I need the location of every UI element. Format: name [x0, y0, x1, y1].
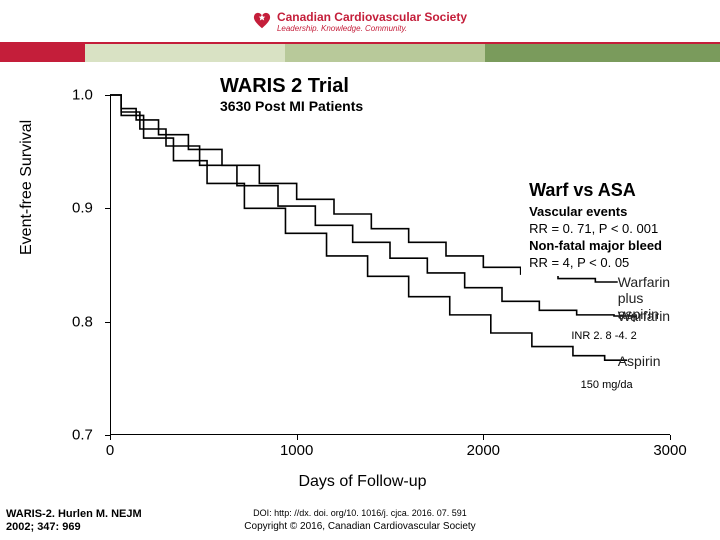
- x-tick-mark: [670, 435, 671, 440]
- x-tick-label: 2000: [467, 442, 500, 459]
- x-tick-label: 0: [106, 442, 114, 459]
- stripe-segment: [0, 44, 85, 62]
- header-bar: Canadian Cardiovascular Society Leadersh…: [0, 0, 720, 58]
- org-name: Canadian Cardiovascular Society: [277, 10, 467, 24]
- stats-line1-val: RR = 0. 71, P < 0. 001: [529, 221, 662, 238]
- x-axis-label: Days of Follow-up: [298, 473, 426, 491]
- x-tick-mark: [483, 435, 484, 440]
- stats-heading: Warf vs ASA: [529, 179, 662, 202]
- logo-area: Canadian Cardiovascular Society Leadersh…: [0, 0, 720, 42]
- series-label: Warfarin: [618, 308, 670, 324]
- y-tick-label: 0.8: [72, 313, 93, 330]
- plot-region: Warf vs ASA Vascular events RR = 0. 71, …: [110, 95, 670, 435]
- series-label: Aspirin: [618, 353, 661, 369]
- stripe-segment: [285, 44, 485, 62]
- x-tick-label: 3000: [653, 442, 686, 459]
- x-tick-mark: [110, 435, 111, 440]
- stats-line2-val: RR = 4, P < 0. 05: [529, 255, 662, 272]
- y-tick-label: 0.7: [72, 427, 93, 444]
- y-tick-mark: [105, 208, 110, 209]
- y-tick-label: 1.0: [72, 87, 93, 104]
- y-tick-mark: [105, 322, 110, 323]
- stats-line1-label: Vascular events: [529, 204, 662, 221]
- footer-citation: WARIS-2. Hurlen M. NEJM 2002; 347: 969: [6, 508, 142, 534]
- series-note: INR 2. 8 -4. 2: [567, 329, 640, 343]
- citation-line1: WARIS-2. Hurlen M. NEJM: [6, 508, 142, 520]
- footer-copyright: Copyright © 2016, Canadian Cardiovascula…: [244, 520, 475, 534]
- footer-center: DOI: http: //dx. doi. org/10. 1016/j. cj…: [244, 507, 475, 534]
- stripe-segment: [85, 44, 285, 62]
- chart-area: WARIS 2 Trial 3630 Post MI Patients Even…: [30, 75, 695, 485]
- x-tick-mark: [297, 435, 298, 440]
- org-tagline: Leadership. Knowledge. Community.: [277, 24, 467, 33]
- stats-line2-label: Non-fatal major bleed: [529, 238, 662, 255]
- logo-text-wrap: Canadian Cardiovascular Society Leadersh…: [277, 10, 467, 33]
- stats-box: Warf vs ASA Vascular events RR = 0. 71, …: [521, 175, 670, 276]
- y-tick-mark: [105, 95, 110, 96]
- x-tick-label: 1000: [280, 442, 313, 459]
- series-note: 150 mg/da: [577, 378, 637, 392]
- y-tick-label: 0.9: [72, 200, 93, 217]
- footer-doi: DOI: http: //dx. doi. org/10. 1016/j. cj…: [244, 507, 475, 520]
- ccs-logo-icon: [253, 12, 271, 30]
- citation-line2: 2002; 347: 969: [6, 521, 81, 533]
- stripe-bar: [0, 44, 720, 62]
- y-axis-label: Event-free Survival: [18, 120, 36, 255]
- stripe-segment: [485, 44, 720, 62]
